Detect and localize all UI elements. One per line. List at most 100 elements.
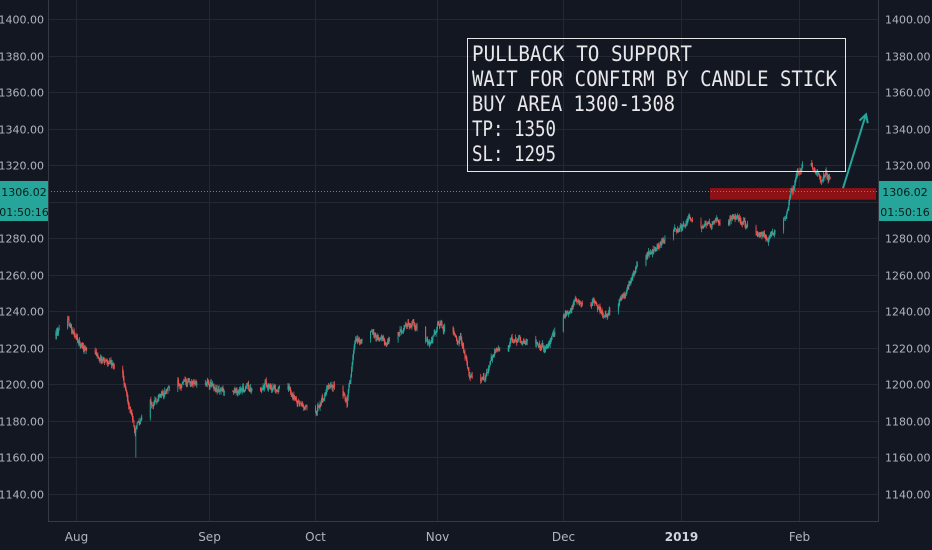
candle-body (491, 357, 493, 360)
annotation-line-3: BUY AREA 1300-1308 (472, 92, 675, 116)
candle-body (204, 382, 206, 384)
candle-body (84, 348, 86, 350)
candle-body (623, 293, 625, 295)
candle-body (429, 341, 431, 345)
candle-body (602, 313, 604, 316)
candle-body (469, 377, 471, 379)
candle-body (594, 303, 596, 304)
candle-body (388, 339, 390, 344)
candle-body (736, 216, 738, 218)
candle-body (105, 360, 107, 362)
candle-body (238, 390, 240, 392)
candle-body (626, 288, 628, 294)
candle-body (660, 243, 662, 245)
annotation-box: PULLBACK TO SUPPORT WAIT FOR CONFIRM BY … (467, 38, 846, 172)
candle-body (512, 339, 514, 342)
candle-body (409, 325, 411, 327)
candle-body (599, 307, 601, 311)
candle-body (497, 348, 499, 351)
candle-body (251, 388, 253, 390)
candle-body (524, 342, 526, 344)
candle-body (298, 401, 300, 403)
candle-body (480, 379, 482, 382)
candle-body (377, 337, 379, 338)
candle-body (153, 405, 155, 407)
candle-body (746, 224, 748, 227)
y-tick-label-right: 1180.00 (885, 416, 931, 429)
candle-body (205, 383, 207, 386)
candle-body (84, 349, 86, 351)
candle-body (681, 227, 683, 229)
candle-body (459, 335, 461, 338)
price-tag-right: 1306.02 01:50:16 (879, 181, 932, 221)
candle-body (111, 361, 113, 366)
candle-body (83, 348, 85, 350)
candle-body (815, 171, 817, 174)
candle-body (510, 338, 512, 342)
price-tag-left-price: 1306.02 (1, 186, 47, 199)
candle-body (760, 233, 762, 235)
candle-body (435, 331, 437, 334)
candle-body (151, 405, 153, 406)
candle-body (798, 171, 800, 174)
candle-body (407, 322, 409, 326)
candle-body (130, 410, 132, 413)
candle-body (707, 223, 709, 224)
candle-body (138, 421, 140, 423)
candle-body (676, 230, 678, 231)
candle-body (161, 393, 163, 395)
candle-body (399, 329, 401, 334)
candle-body (213, 385, 215, 389)
candle-body (652, 249, 654, 252)
candle-body (95, 352, 97, 354)
candle-body (680, 226, 682, 229)
candle-body (186, 382, 188, 384)
candle-body (689, 217, 691, 220)
candle-body (303, 406, 305, 408)
candlestick-series (55, 160, 831, 458)
candle-body (827, 178, 829, 181)
candle-body (77, 341, 79, 343)
candle-body (381, 337, 383, 339)
candle-body (162, 393, 164, 395)
candle-body (210, 383, 212, 384)
candle-body (656, 245, 658, 250)
candle-body (296, 400, 298, 404)
candle-body (271, 388, 273, 391)
candle-body (631, 278, 633, 280)
candle-body (208, 381, 210, 386)
candle-body (177, 380, 179, 389)
x-tick-label: Oct (305, 530, 326, 544)
candle-body (387, 341, 389, 344)
candle-body (263, 386, 265, 389)
candle-body (141, 417, 143, 420)
candle-body (619, 297, 621, 301)
candle-body (550, 339, 552, 342)
candle-body (554, 331, 556, 336)
candle-body (495, 349, 497, 350)
candle-body (457, 340, 459, 343)
candle-body (221, 388, 223, 390)
candle-body (458, 340, 460, 343)
candle-body (349, 380, 351, 383)
candle-body (541, 345, 543, 349)
candle-body (67, 319, 69, 328)
candle-body (492, 357, 494, 360)
candle-body (102, 358, 104, 360)
candle-body (235, 389, 237, 392)
candle-body (185, 379, 187, 384)
candle-body (756, 232, 758, 234)
candle-body (160, 393, 162, 395)
candle-body (480, 377, 482, 382)
candle-body (168, 386, 170, 389)
candle-body (453, 331, 455, 334)
candle-body (184, 379, 186, 382)
candle-body (111, 363, 113, 366)
candle-body (553, 334, 555, 336)
candle-body (326, 389, 328, 392)
candle-body (650, 252, 652, 254)
candle-body (382, 338, 384, 339)
candle-body (592, 300, 594, 303)
candle-body (303, 407, 305, 409)
